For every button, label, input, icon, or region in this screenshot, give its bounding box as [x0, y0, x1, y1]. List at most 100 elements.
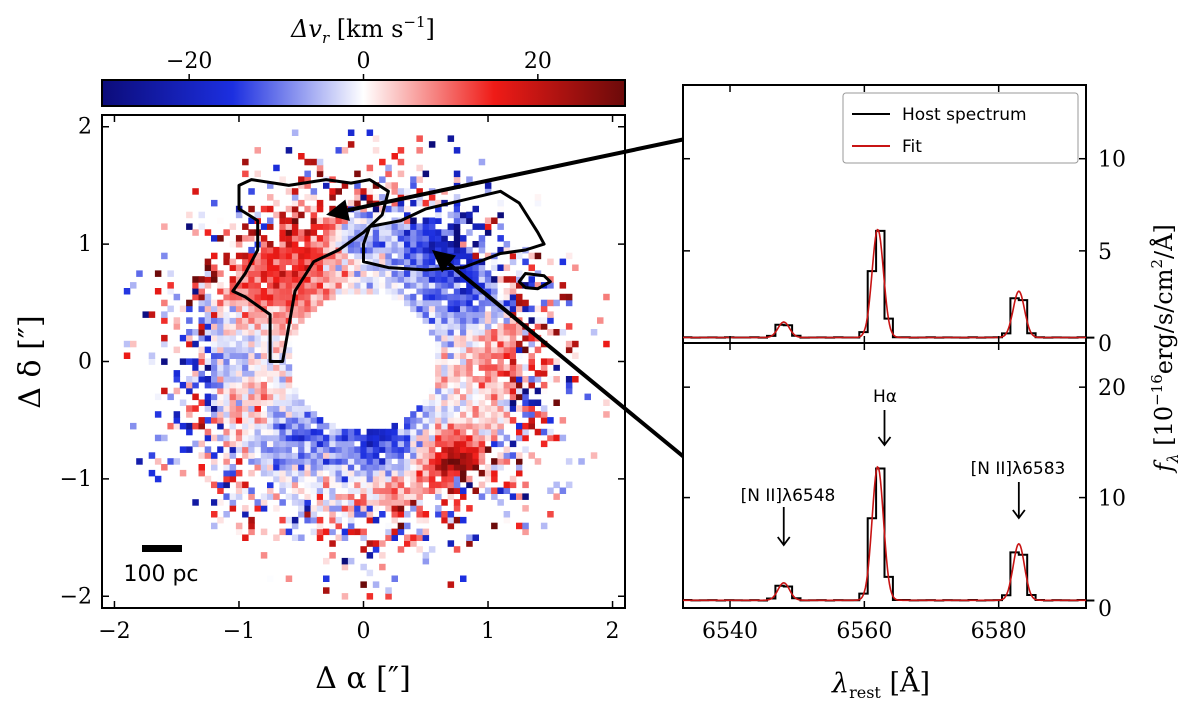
map-pixel	[453, 370, 461, 377]
map-pixel	[441, 323, 448, 330]
map-pixel	[478, 311, 486, 318]
map-pixel	[254, 405, 261, 412]
map-pixel	[279, 499, 286, 506]
map-pixel	[528, 317, 535, 324]
map-pixel	[242, 305, 249, 313]
map-pixel	[422, 399, 430, 406]
map-pixel	[453, 464, 461, 471]
map-pixel	[516, 434, 523, 442]
map-pixel	[223, 440, 230, 448]
map-pixel	[397, 493, 405, 500]
map-pixel	[285, 481, 293, 489]
map-pixel	[186, 405, 193, 412]
map-pixel	[285, 475, 293, 483]
map-pixel	[410, 235, 417, 242]
map-pixel	[347, 505, 355, 512]
map-pixel	[310, 446, 318, 453]
map-pixel	[310, 528, 318, 536]
map-pixel	[372, 229, 380, 236]
map-pixel	[198, 288, 205, 295]
map-pixel	[516, 522, 523, 530]
map-pixel	[273, 246, 280, 254]
map-pixel	[260, 469, 268, 477]
map-pixel	[428, 546, 436, 553]
map-pixel	[260, 452, 268, 459]
map-pixel	[466, 399, 473, 406]
map-pixel	[572, 376, 579, 383]
map-pixel	[410, 422, 417, 430]
map-pixel	[223, 317, 230, 324]
map-pixel	[248, 340, 255, 348]
map-pixel	[491, 387, 498, 395]
map-pixel	[466, 334, 473, 342]
map-pixel	[516, 428, 523, 436]
map-pixel	[298, 252, 305, 260]
map-pixel	[248, 288, 255, 295]
map-pixel	[385, 164, 392, 172]
map-pixel	[372, 469, 380, 477]
map-pixel	[472, 358, 479, 365]
annotation-halpha: Hα	[873, 387, 897, 407]
map-pixel	[441, 428, 448, 436]
map-pixel	[466, 452, 473, 459]
map-pixel	[229, 305, 237, 313]
map-pixel	[522, 376, 529, 383]
map-pixel	[254, 276, 261, 283]
map-pixel	[242, 170, 249, 178]
map-pixel	[279, 487, 286, 494]
map-pixel	[235, 346, 243, 354]
map-pixel	[416, 147, 423, 154]
map-pixel	[347, 446, 355, 453]
map-pixel	[273, 305, 280, 313]
map-pixel	[466, 264, 473, 271]
map-pixel	[416, 481, 423, 489]
map-pixel	[385, 246, 392, 254]
map-pixel	[273, 311, 280, 318]
map-pixel	[229, 499, 237, 506]
map-pixel	[248, 317, 255, 324]
map-pixel	[279, 428, 286, 436]
map-pixel	[217, 481, 224, 489]
map-pixel	[223, 458, 230, 465]
map-pixel	[335, 499, 342, 506]
map-pixel	[410, 305, 417, 313]
map-pixel	[478, 340, 486, 348]
map-pixel	[484, 270, 492, 277]
map-pixel	[298, 176, 305, 183]
map-pixel	[260, 440, 268, 448]
map-pixel	[304, 258, 311, 266]
map-pixel	[497, 405, 504, 412]
map-pixel	[285, 282, 293, 289]
map-pixel	[453, 546, 461, 553]
map-pixel	[372, 464, 380, 471]
map-pixel	[279, 475, 286, 483]
map-pixel	[248, 293, 255, 301]
map-pixel	[310, 440, 318, 448]
map-pixel	[211, 370, 218, 377]
map-pixel	[211, 264, 218, 271]
map-pixel	[179, 305, 187, 313]
map-pixel	[416, 135, 423, 142]
map-pixel	[161, 387, 168, 395]
map-pixel	[422, 199, 430, 207]
map-pixel	[235, 288, 243, 295]
map-pixel	[267, 487, 274, 494]
map-pixel	[316, 440, 324, 448]
map-pixel	[329, 293, 336, 301]
map-pixel	[273, 387, 280, 395]
map-pixel	[354, 229, 361, 236]
map-pixel	[360, 546, 367, 553]
map-pixel	[416, 511, 423, 518]
map-pixel	[472, 264, 479, 271]
map-pixel	[491, 346, 498, 354]
map-pixel	[491, 311, 498, 318]
map-pixel	[211, 364, 218, 371]
map-pixel	[366, 235, 374, 242]
map-pixel	[279, 399, 286, 406]
map-pixel	[310, 276, 318, 283]
map-pixel	[491, 370, 498, 377]
map-pixel	[453, 487, 461, 494]
map-pixel	[273, 340, 280, 348]
map-pixel	[211, 511, 218, 518]
map-pixel	[372, 487, 380, 494]
